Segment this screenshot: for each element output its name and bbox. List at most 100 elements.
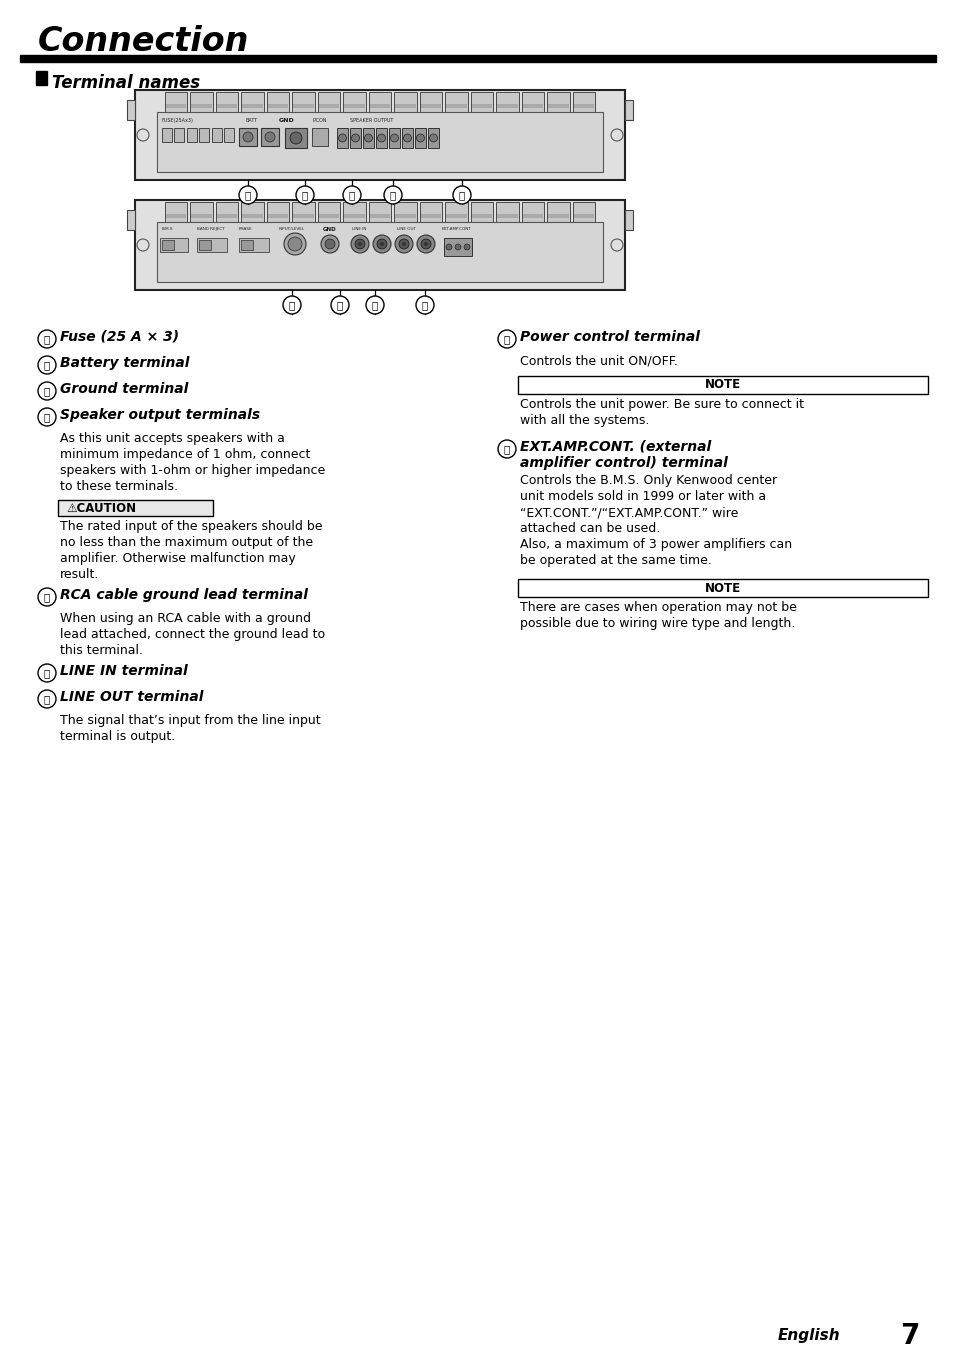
Bar <box>166 214 186 218</box>
Bar <box>216 214 237 218</box>
Circle shape <box>403 134 411 142</box>
Text: ⑮: ⑮ <box>44 412 51 422</box>
Bar <box>394 201 416 222</box>
Bar <box>522 214 542 218</box>
Bar <box>420 214 440 218</box>
Text: Fuse (25 A × 3): Fuse (25 A × 3) <box>60 330 179 343</box>
Circle shape <box>398 239 409 249</box>
Bar <box>20 55 935 62</box>
Circle shape <box>379 242 384 246</box>
Bar <box>317 201 340 222</box>
Circle shape <box>290 132 302 145</box>
Bar <box>318 104 339 108</box>
Bar <box>522 104 542 108</box>
Text: The signal that’s input from the line input
terminal is output.: The signal that’s input from the line in… <box>60 714 320 744</box>
Circle shape <box>295 187 314 204</box>
Bar <box>242 104 263 108</box>
Bar <box>292 92 314 112</box>
Circle shape <box>38 408 56 426</box>
Bar <box>497 104 517 108</box>
Text: GND: GND <box>323 227 336 233</box>
Bar <box>157 222 602 283</box>
Bar <box>470 201 493 222</box>
Bar <box>199 241 211 250</box>
Bar <box>312 128 328 146</box>
Circle shape <box>38 690 56 708</box>
Circle shape <box>331 296 349 314</box>
Text: Controls the unit power. Be sure to connect it
with all the systems.: Controls the unit power. Be sure to conn… <box>519 397 803 427</box>
Bar <box>162 128 172 142</box>
Bar <box>395 104 416 108</box>
Bar <box>216 104 237 108</box>
Text: ⑭: ⑭ <box>390 191 395 200</box>
Text: ⑲: ⑲ <box>503 443 510 454</box>
Bar <box>192 104 212 108</box>
Text: Terminal names: Terminal names <box>52 74 200 92</box>
Bar <box>196 238 227 251</box>
Bar <box>363 128 374 147</box>
Bar <box>162 241 173 250</box>
Text: ⑱: ⑱ <box>372 300 377 310</box>
Bar <box>445 92 467 112</box>
Text: ⑫: ⑫ <box>301 191 308 200</box>
Text: ⑯: ⑯ <box>289 300 294 310</box>
Text: B.M.S: B.M.S <box>162 227 173 231</box>
Text: Connection: Connection <box>38 24 249 58</box>
Text: ⑯: ⑯ <box>44 592 51 602</box>
Bar <box>573 214 594 218</box>
Text: BAND REJECT: BAND REJECT <box>196 227 225 231</box>
Circle shape <box>284 233 306 256</box>
Circle shape <box>453 187 471 204</box>
Bar <box>192 214 212 218</box>
Bar <box>517 579 927 598</box>
Bar <box>187 128 196 142</box>
Bar <box>546 92 569 112</box>
Bar <box>285 128 307 147</box>
Bar <box>191 92 213 112</box>
Text: Speaker output terminals: Speaker output terminals <box>60 408 260 422</box>
Bar <box>546 201 569 222</box>
Circle shape <box>137 128 149 141</box>
Text: PHASE: PHASE <box>239 227 253 231</box>
Text: Controls the B.M.S. Only Kenwood center
unit models sold in 1999 or later with a: Controls the B.M.S. Only Kenwood center … <box>519 475 791 566</box>
Bar <box>127 210 135 230</box>
Text: ⑫: ⑫ <box>44 360 51 370</box>
Circle shape <box>38 356 56 375</box>
Circle shape <box>366 296 384 314</box>
Bar <box>242 214 263 218</box>
Bar <box>241 92 264 112</box>
Bar <box>369 201 391 222</box>
Circle shape <box>497 330 516 347</box>
Text: ⑮: ⑮ <box>458 191 465 200</box>
Circle shape <box>288 237 302 251</box>
Text: EXT.AMP.CONT. (external: EXT.AMP.CONT. (external <box>519 439 711 454</box>
Bar <box>292 201 314 222</box>
Bar <box>241 201 264 222</box>
Circle shape <box>423 242 428 246</box>
Circle shape <box>390 134 398 142</box>
Bar <box>350 128 360 147</box>
Text: RCA cable ground lead terminal: RCA cable ground lead terminal <box>60 588 308 602</box>
Text: GND: GND <box>279 118 294 123</box>
Text: NOTE: NOTE <box>704 581 740 595</box>
Text: Controls the unit ON/OFF.: Controls the unit ON/OFF. <box>519 354 678 366</box>
Bar <box>135 91 624 180</box>
Text: The rated input of the speakers should be
no less than the maximum output of the: The rated input of the speakers should b… <box>60 521 322 581</box>
Text: When using an RCA cable with a ground
lead attached, connect the ground lead to
: When using an RCA cable with a ground le… <box>60 612 325 657</box>
Bar <box>157 112 602 172</box>
Bar <box>401 128 413 147</box>
Bar <box>517 376 927 393</box>
Text: ⑬: ⑬ <box>44 387 51 396</box>
Bar <box>215 92 238 112</box>
Bar <box>445 201 467 222</box>
Bar <box>419 201 441 222</box>
Bar <box>572 92 595 112</box>
Circle shape <box>265 132 274 142</box>
Text: ⑱: ⑱ <box>44 694 51 704</box>
Circle shape <box>446 243 452 250</box>
Bar <box>415 128 426 147</box>
Bar <box>624 210 633 230</box>
Circle shape <box>463 243 470 250</box>
Circle shape <box>351 134 359 142</box>
Bar <box>191 201 213 222</box>
